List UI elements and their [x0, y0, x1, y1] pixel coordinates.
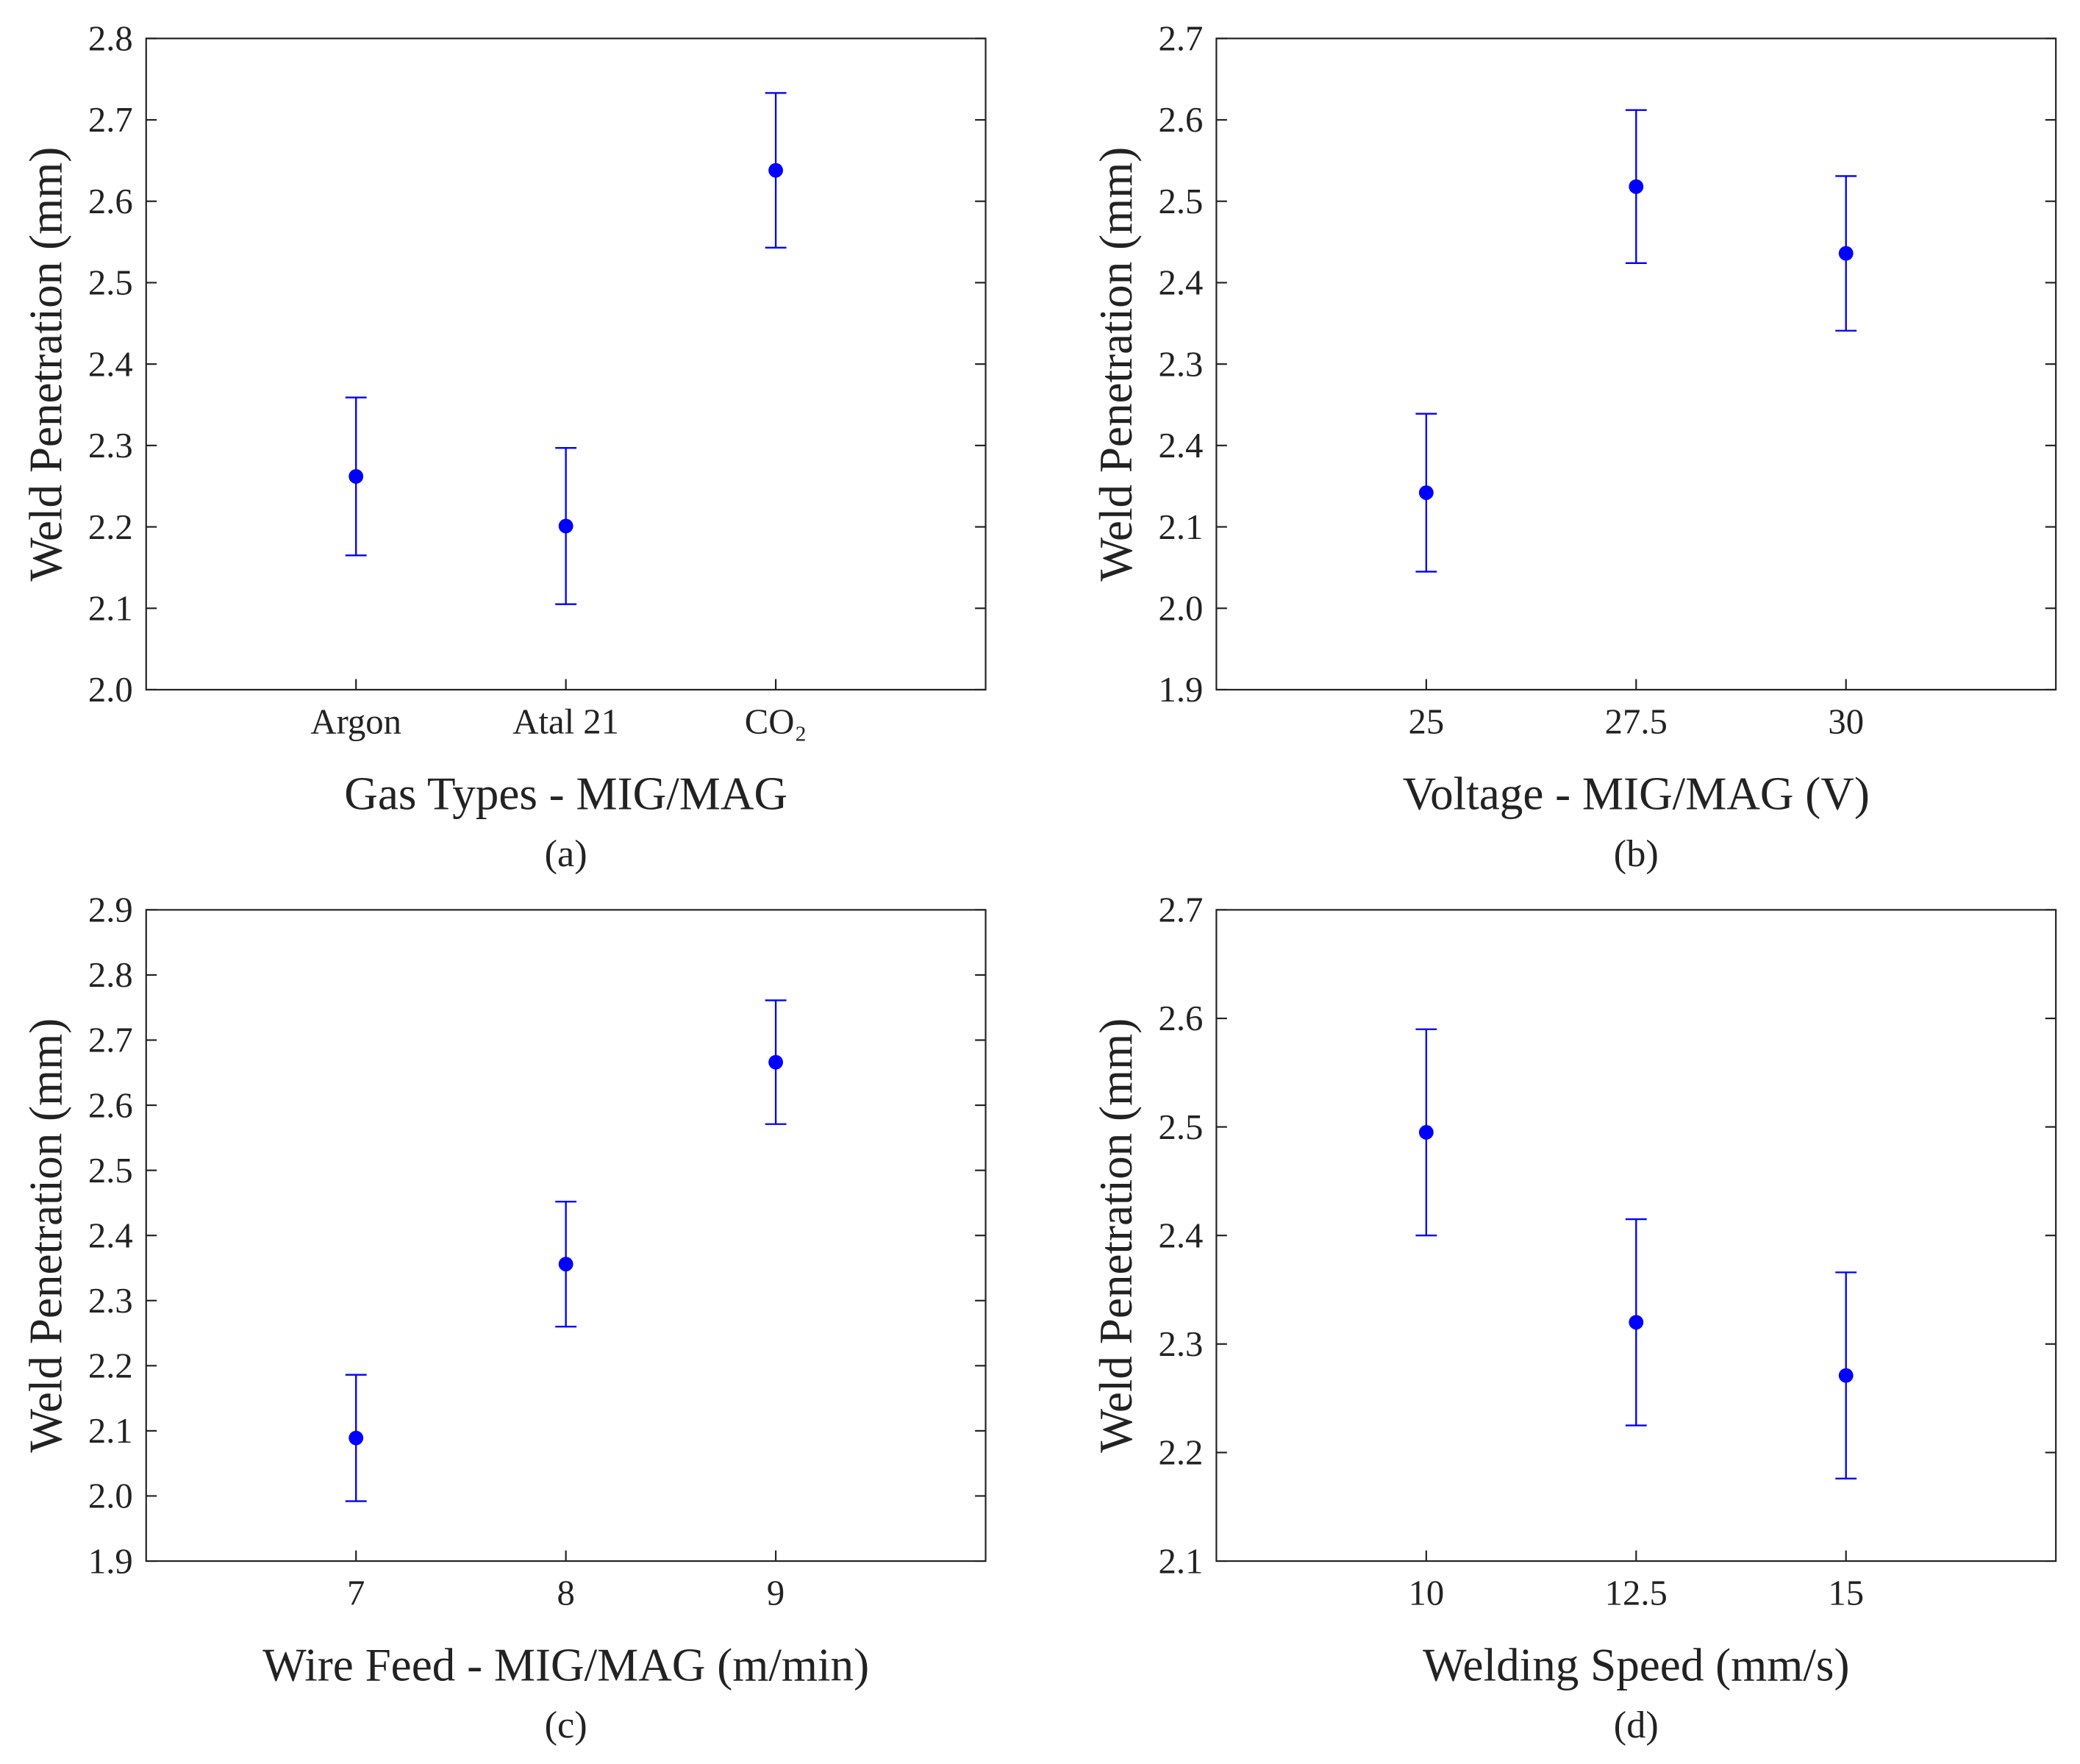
x-tick-label: CO₂: [745, 701, 807, 741]
y-tick-label: 2.7: [1159, 19, 1204, 59]
point: [558, 1257, 573, 1272]
x-axis-label: Gas Types - MIG/MAG: [344, 768, 787, 819]
y-tick-label: 2.4: [88, 344, 133, 384]
y-tick-label: 2.4: [1159, 426, 1204, 465]
y-tick-label: 2.2: [1159, 1433, 1204, 1473]
y-tick-label: 2.1: [1159, 1541, 1204, 1581]
point: [1838, 1368, 1854, 1383]
y-tick-label: 2.5: [88, 263, 133, 303]
y-axis-label: Weld Penetration (mm): [1090, 147, 1142, 582]
x-tick-label: 8: [557, 1574, 574, 1613]
y-axis-label: Weld Penetration (mm): [1090, 1018, 1142, 1453]
y-tick-label: 2.3: [1159, 1324, 1204, 1364]
x-tick-label: 25: [1409, 701, 1445, 741]
y-tick-label: 2.7: [88, 1021, 133, 1060]
y-tick-label: 2.6: [1159, 100, 1204, 140]
y-tick-label: 2.7: [88, 100, 133, 140]
x-tick-label: 7: [347, 1574, 365, 1613]
x-tick-label: Argon: [310, 701, 401, 741]
y-tick-label: 2.6: [1159, 999, 1204, 1038]
y-tick-label: 2.8: [88, 19, 133, 59]
y-tick-label: 2.0: [88, 1476, 133, 1516]
point: [1418, 1125, 1434, 1140]
caption: (d): [1614, 1704, 1659, 1746]
x-tick-label: 10: [1409, 1574, 1445, 1613]
x-tick-label: 30: [1828, 701, 1864, 741]
point: [1629, 179, 1644, 194]
y-tick-label: 2.0: [88, 670, 133, 710]
y-tick-label: 2.4: [1159, 263, 1204, 303]
point: [1838, 246, 1854, 261]
y-tick-label: 2.2: [88, 1346, 133, 1386]
point: [1418, 485, 1434, 500]
x-axis-label: Voltage - MIG/MAG (V): [1403, 768, 1870, 819]
y-tick-label: 2.4: [1159, 1215, 1204, 1255]
y-tick-label: 2.1: [1159, 507, 1204, 547]
caption: (b): [1614, 832, 1659, 875]
x-tick-label: 27.5: [1605, 701, 1668, 741]
y-tick-label: 2.2: [88, 507, 133, 547]
point: [768, 163, 784, 178]
point: [1629, 1315, 1644, 1330]
y-tick-label: 2.9: [88, 890, 133, 930]
caption: (c): [545, 1704, 587, 1746]
caption: (a): [545, 832, 587, 875]
y-tick-label: 2.1: [88, 588, 133, 628]
y-tick-label: 2.4: [88, 1215, 133, 1255]
y-tick-label: 2.6: [88, 1085, 133, 1125]
point: [768, 1054, 784, 1070]
y-tick-label: 2.3: [88, 1281, 133, 1321]
x-axis-label: Welding Speed (mm/s): [1423, 1639, 1849, 1690]
y-tick-label: 2.6: [88, 182, 133, 221]
y-axis-label: Weld Penetration (mm): [20, 147, 71, 582]
x-axis-label: Wire Feed - MIG/MAG (m/min): [262, 1639, 869, 1690]
y-tick-label: 2.1: [88, 1411, 133, 1451]
y-tick-label: 2.0: [1159, 588, 1204, 628]
y-tick-label: 2.8: [88, 955, 133, 995]
x-tick-label: 12.5: [1605, 1574, 1668, 1613]
y-tick-label: 1.9: [88, 1541, 133, 1581]
y-axis-label: Weld Penetration (mm): [20, 1018, 71, 1453]
x-tick-label: Atal 21: [512, 701, 619, 741]
y-tick-label: 2.7: [1159, 890, 1204, 930]
point: [349, 1430, 364, 1446]
x-tick-label: 9: [767, 1574, 785, 1613]
y-tick-label: 2.5: [88, 1151, 133, 1190]
point: [558, 518, 573, 534]
y-tick-label: 2.5: [1159, 182, 1204, 221]
y-tick-label: 2.3: [88, 426, 133, 465]
y-tick-label: 2.3: [1159, 344, 1204, 384]
point: [349, 468, 364, 484]
y-tick-label: 2.5: [1159, 1107, 1204, 1147]
x-tick-label: 15: [1828, 1574, 1864, 1613]
y-tick-label: 1.9: [1159, 670, 1204, 710]
